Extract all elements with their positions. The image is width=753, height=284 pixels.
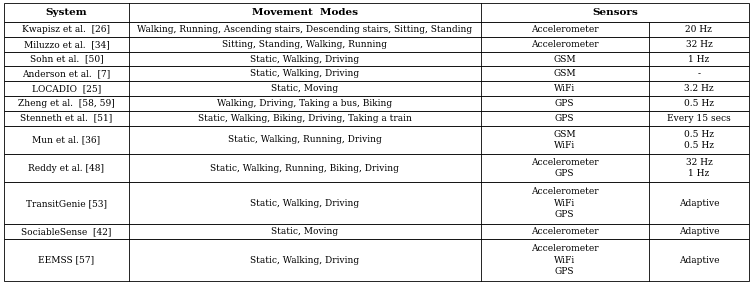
Text: GSM: GSM [553,69,576,78]
Text: EEMSS [57]: EEMSS [57] [38,256,94,265]
Text: 0.5 Hz: 0.5 Hz [684,99,714,108]
Text: Miluzzo et al.  [34]: Miluzzo et al. [34] [23,40,109,49]
Text: GSM: GSM [553,55,576,64]
Text: TransitGenie [53]: TransitGenie [53] [26,199,107,208]
Text: Sohn et al.  [50]: Sohn et al. [50] [29,55,103,64]
Text: Mun et al. [36]: Mun et al. [36] [32,135,100,144]
Bar [4,96,749,111]
Text: Zheng et al.  [58, 59]: Zheng et al. [58, 59] [18,99,114,108]
Bar [4,182,749,224]
Bar [4,3,749,22]
Bar [4,126,749,154]
Text: Accelerometer
WiFi
GPS: Accelerometer WiFi GPS [531,244,599,276]
Text: 3.2 Hz: 3.2 Hz [684,84,714,93]
Text: Kwapisz et al.  [26]: Kwapisz et al. [26] [23,25,111,34]
Text: Static, Walking, Running, Driving: Static, Walking, Running, Driving [228,135,382,144]
Text: Static, Walking, Driving: Static, Walking, Driving [250,256,359,265]
Bar [4,224,749,239]
Text: Static, Walking, Driving: Static, Walking, Driving [250,55,359,64]
Text: 1 Hz: 1 Hz [688,55,709,64]
Text: Sensors: Sensors [592,8,638,17]
Bar [4,111,749,126]
Text: 20 Hz: 20 Hz [685,25,712,34]
Text: Stenneth et al.  [51]: Stenneth et al. [51] [20,114,112,123]
Text: Walking, Running, Ascending stairs, Descending stairs, Sitting, Standing: Walking, Running, Ascending stairs, Desc… [137,25,472,34]
Text: Accelerometer
WiFi
GPS: Accelerometer WiFi GPS [531,187,599,219]
Text: Static, Walking, Driving: Static, Walking, Driving [250,69,359,78]
Bar [4,66,749,81]
Bar [4,81,749,96]
Text: GPS: GPS [555,99,575,108]
Text: 32 Hz
1 Hz: 32 Hz 1 Hz [685,158,712,178]
Text: System: System [46,8,87,17]
Bar [4,154,749,182]
Text: Anderson et al.  [7]: Anderson et al. [7] [23,69,111,78]
Text: Every 15 secs: Every 15 secs [667,114,731,123]
Text: Sitting, Standing, Walking, Running: Sitting, Standing, Walking, Running [222,40,388,49]
Text: 32 Hz: 32 Hz [685,40,712,49]
Text: WiFi: WiFi [554,84,575,93]
Text: Static, Moving: Static, Moving [271,227,339,236]
Text: Accelerometer
GPS: Accelerometer GPS [531,158,599,178]
Text: GPS: GPS [555,114,575,123]
Text: Reddy et al. [48]: Reddy et al. [48] [29,164,105,173]
Text: Accelerometer: Accelerometer [531,25,599,34]
Text: Movement  Modes: Movement Modes [252,8,358,17]
Text: -: - [697,69,700,78]
Text: 0.5 Hz
0.5 Hz: 0.5 Hz 0.5 Hz [684,130,714,150]
Text: Static, Walking, Driving: Static, Walking, Driving [250,199,359,208]
Text: Static, Walking, Running, Biking, Driving: Static, Walking, Running, Biking, Drivin… [211,164,399,173]
Text: SociableSense  [42]: SociableSense [42] [21,227,111,236]
Text: Adaptive: Adaptive [678,256,719,265]
Bar [4,37,749,52]
Bar [4,52,749,66]
Text: Walking, Driving, Taking a bus, Biking: Walking, Driving, Taking a bus, Biking [218,99,392,108]
Text: Adaptive: Adaptive [678,227,719,236]
Text: Adaptive: Adaptive [678,199,719,208]
Text: Accelerometer: Accelerometer [531,227,599,236]
Text: Static, Walking, Biking, Driving, Taking a train: Static, Walking, Biking, Driving, Taking… [198,114,412,123]
Text: Static, Moving: Static, Moving [271,84,339,93]
Text: GSM
WiFi: GSM WiFi [553,130,576,150]
Bar [4,22,749,37]
Bar [4,239,749,281]
Text: LOCADIO  [25]: LOCADIO [25] [32,84,101,93]
Text: Accelerometer: Accelerometer [531,40,599,49]
